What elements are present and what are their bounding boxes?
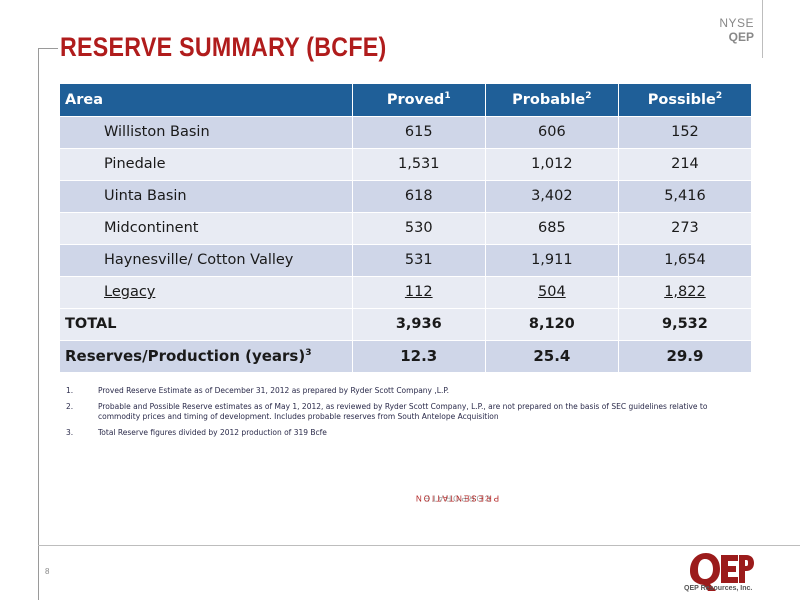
reserves-production-row: Reserves/Production (years)3 12.3 25.4 2… (60, 340, 753, 373)
column-header-proved-label: Proved (386, 91, 445, 108)
row-area: Midcontinent (60, 212, 353, 245)
total-proved: 3,936 (352, 308, 486, 341)
row-possible-cell: 1,822 (618, 276, 753, 309)
row-probable: 1,911 (485, 244, 619, 277)
reserves-production-label: Reserves/Production (years) (65, 347, 306, 365)
frame-left-line (38, 48, 39, 600)
table-row: Uinta Basin 618 3,402 5,416 (60, 180, 753, 213)
ticker: NYSE QEP (719, 16, 754, 44)
footnote: 1. Proved Reserve Estimate as of Decembe… (66, 386, 746, 397)
row-probable: 1,012 (485, 148, 619, 181)
row-proved-cell: 112 (352, 276, 486, 309)
footnote-number: 1. (66, 386, 74, 395)
table-row: Williston Basin 615 606 152 (60, 116, 753, 149)
table-row: Pinedale 1,531 1,012 214 (60, 148, 753, 181)
row-area: Legacy (104, 284, 156, 300)
side-label: CORPORATE PRESENTATION (0, 0, 499, 600)
row-possible: 214 (618, 148, 753, 181)
footnote: 3. Total Reserve figures divided by 2012… (66, 428, 746, 439)
column-header-possible-label: Possible (647, 91, 716, 108)
page-number: 8 (45, 567, 50, 576)
footnote-text: Probable and Possible Reserve estimates … (98, 401, 708, 422)
reserve-table: Area Proved1 Probable2 Possible2 Willist… (60, 84, 753, 373)
row-proved: 530 (352, 212, 486, 245)
footnote-number: 3. (66, 427, 74, 437)
row-possible: 1,822 (664, 284, 706, 300)
total-possible: 9,532 (618, 308, 753, 341)
row-proved: 112 (404, 284, 433, 300)
rp-possible: 29.9 (618, 340, 753, 373)
proved-note-ref: 1 (444, 90, 451, 101)
exchange-label: NYSE (719, 16, 754, 30)
column-header-proved: Proved1 (352, 84, 486, 117)
page-title: RESERVE SUMMARY (BCFE) (60, 32, 387, 62)
table-row: Legacy 112 504 1,822 (60, 276, 753, 309)
ticker-symbol: QEP (728, 30, 754, 44)
row-probable: 504 (538, 284, 566, 300)
frame-bottom-line (38, 545, 800, 546)
row-proved: 615 (352, 116, 486, 149)
row-probable: 3,402 (485, 180, 619, 213)
row-possible: 1,654 (618, 244, 753, 277)
total-label: TOTAL (60, 308, 353, 341)
footnote-text: Proved Reserve Estimate as of December 3… (98, 386, 450, 395)
column-header-probable: Probable2 (485, 84, 619, 117)
frame-top-line (38, 48, 58, 49)
probable-note-ref: 2 (585, 90, 592, 101)
reserves-production-note-ref: 3 (305, 348, 312, 358)
row-possible: 273 (618, 212, 753, 245)
row-area-cell: Legacy (60, 276, 353, 309)
possible-note-ref: 2 (715, 90, 723, 101)
table-row: Haynesville/ Cotton Valley 531 1,911 1,6… (60, 244, 753, 277)
frame-right-line (762, 0, 763, 58)
column-header-area: Area (60, 84, 353, 117)
row-proved: 1,531 (352, 148, 486, 181)
column-header-possible: Possible2 (618, 84, 753, 117)
row-probable: 685 (485, 212, 619, 245)
total-probable: 8,120 (485, 308, 619, 341)
row-possible: 5,416 (618, 180, 753, 213)
rp-proved: 12.3 (352, 340, 486, 373)
footnote: 2. Probable and Possible Reserve estimat… (66, 402, 746, 423)
column-header-probable-label: Probable (512, 91, 586, 108)
row-proved: 618 (352, 180, 486, 213)
qep-logo-icon (690, 553, 754, 591)
row-probable: 606 (485, 116, 619, 149)
footnotes: 1. Proved Reserve Estimate as of Decembe… (66, 386, 746, 443)
row-area: Pinedale (60, 148, 353, 181)
row-area: Uinta Basin (60, 180, 353, 213)
company-name: QEP Resources, Inc. (684, 585, 753, 592)
side-label-presentation: PRESENTATION (413, 493, 500, 503)
row-area: Haynesville/ Cotton Valley (60, 244, 353, 277)
total-row: TOTAL 3,936 8,120 9,532 (60, 308, 753, 341)
row-possible: 152 (618, 116, 753, 149)
row-proved: 531 (352, 244, 486, 277)
row-area: Williston Basin (60, 116, 353, 149)
rp-probable: 25.4 (485, 340, 619, 373)
footnote-number: 2. (66, 401, 74, 411)
footnote-text: Total Reserve figures divided by 2012 pr… (98, 427, 327, 437)
row-probable-cell: 504 (485, 276, 619, 309)
table-header-row: Area Proved1 Probable2 Possible2 (60, 84, 753, 117)
reserves-production-label-cell: Reserves/Production (years)3 (60, 340, 353, 373)
table-row: Midcontinent 530 685 273 (60, 212, 753, 245)
